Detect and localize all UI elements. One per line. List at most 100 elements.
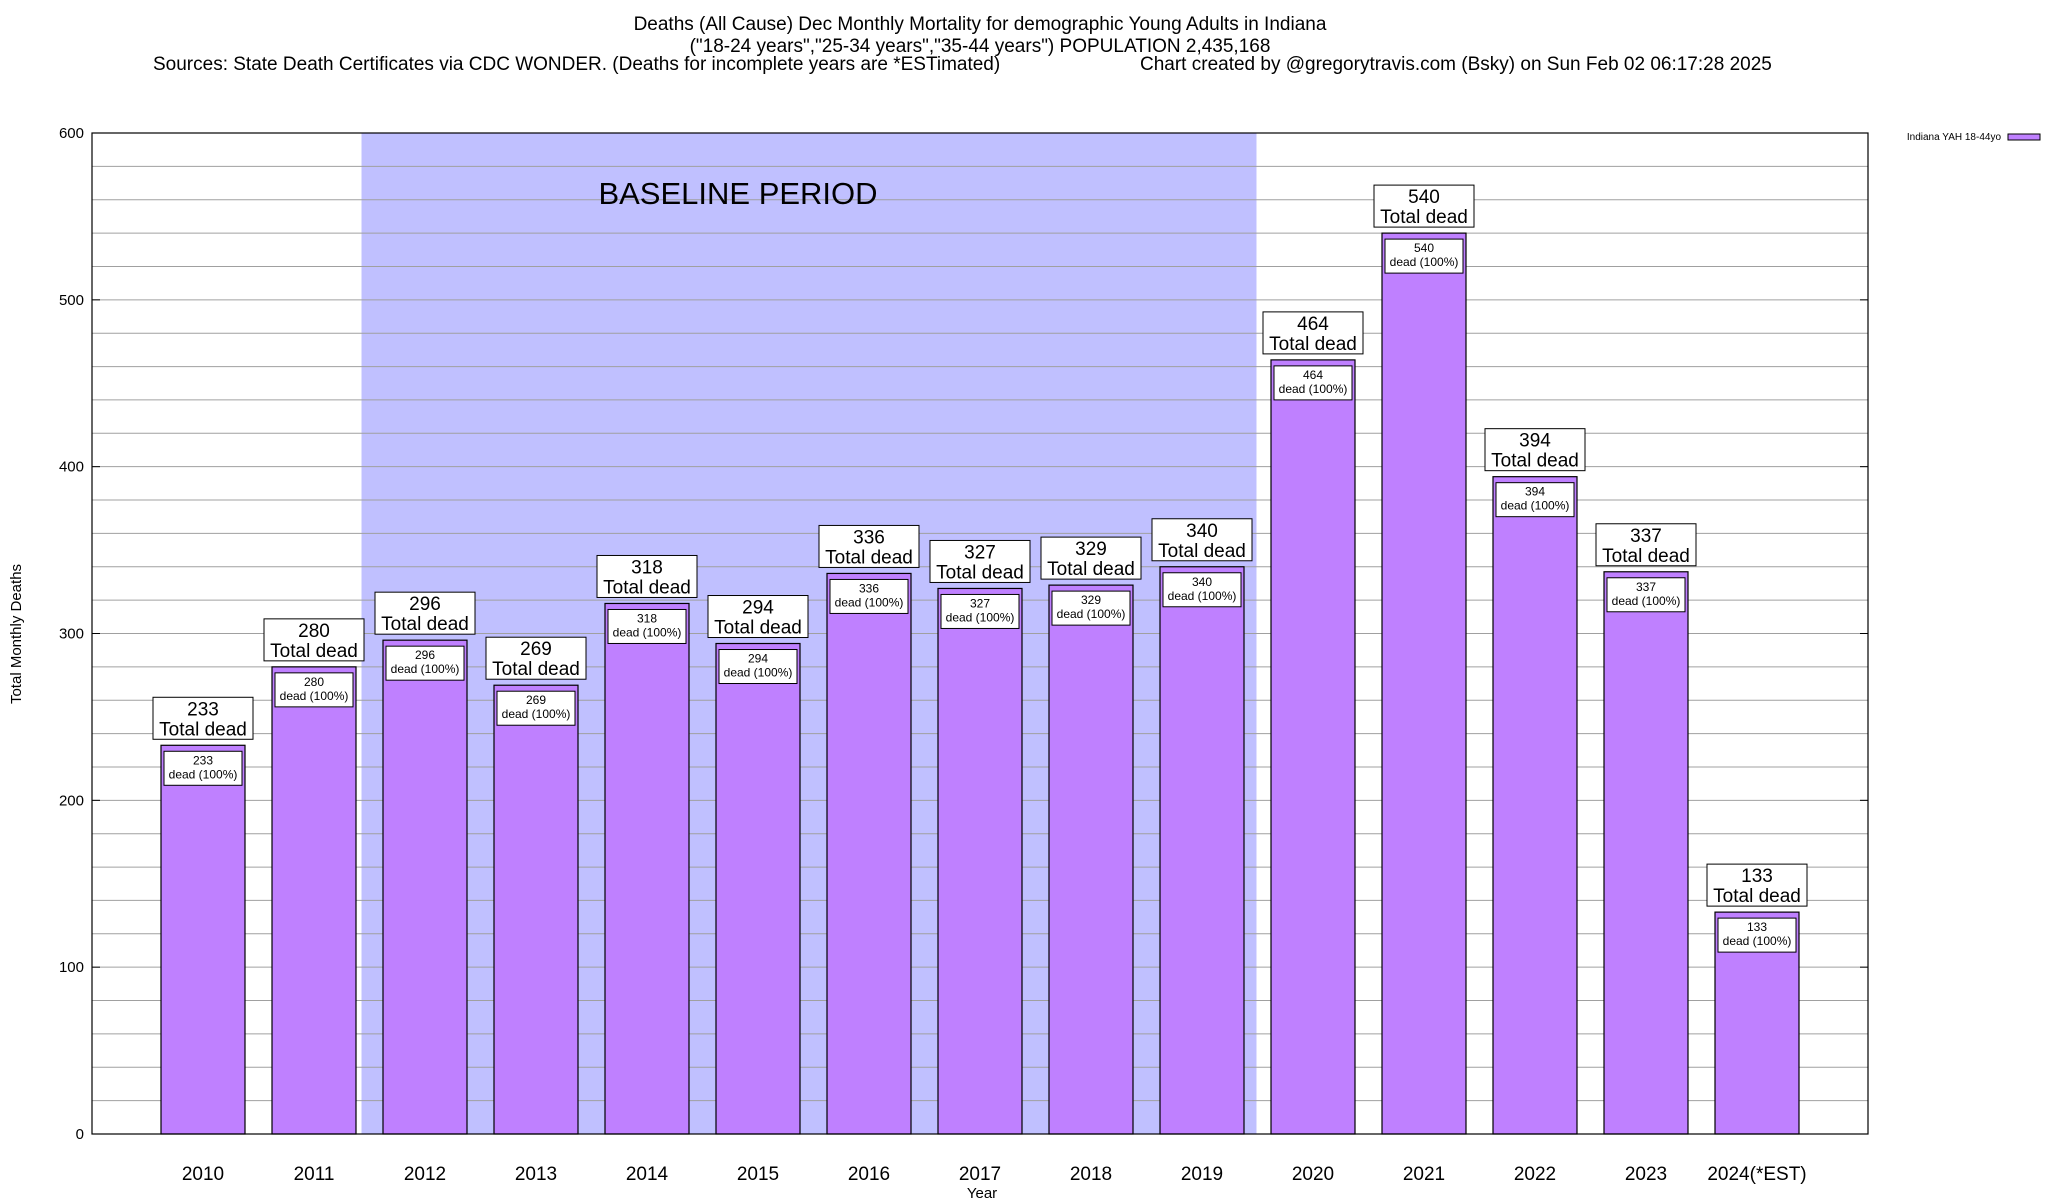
- total-label-box: [1706, 863, 1808, 907]
- bar: [493, 684, 579, 1135]
- inner-label-value: 294: [748, 652, 768, 666]
- inner-label-percent: dead (100%): [946, 610, 1015, 624]
- bar: [604, 602, 690, 1135]
- inner-label-value: 337: [1636, 580, 1656, 594]
- bar: [160, 744, 246, 1135]
- total-label-value: 340: [1186, 521, 1218, 542]
- inner-label-box: [385, 645, 465, 681]
- total-label-value: 296: [409, 594, 441, 615]
- total-label-text: Total dead: [936, 562, 1024, 583]
- total-label-box: [263, 618, 365, 662]
- x-tick-label: 2010: [182, 1164, 224, 1185]
- inner-label-percent: dead (100%): [502, 707, 571, 721]
- total-label-value: 329: [1075, 539, 1107, 560]
- inner-label-value: 336: [859, 581, 879, 595]
- inner-label-box: [1717, 917, 1797, 953]
- inner-label-value: 280: [304, 675, 324, 689]
- y-tick-label: 400: [59, 459, 84, 476]
- total-label-value: 233: [187, 699, 219, 720]
- total-label-text: Total dead: [381, 614, 469, 635]
- inner-label-box: [163, 750, 243, 786]
- inner-label-box: [1162, 572, 1242, 608]
- total-label-value: 337: [1630, 526, 1662, 547]
- y-tick-label: 600: [59, 125, 84, 142]
- total-label-box: [1484, 428, 1586, 472]
- inner-label-box: [829, 578, 909, 614]
- inner-label-percent: dead (100%): [835, 595, 904, 609]
- x-tick-label: 2011: [294, 1164, 335, 1185]
- total-label-box: [818, 524, 920, 568]
- inner-label-box: [1273, 365, 1353, 401]
- inner-label-box: [1051, 590, 1131, 626]
- inner-label-percent: dead (100%): [1501, 499, 1570, 513]
- total-label-text: Total dead: [714, 618, 802, 639]
- inner-label-box: [1606, 577, 1686, 613]
- bar: [271, 666, 357, 1135]
- total-label-box: [1151, 518, 1253, 562]
- chart-title: Deaths (All Cause) Dec Monthly Mortality…: [633, 14, 1327, 35]
- total-label-text: Total dead: [492, 659, 580, 680]
- inner-label-box: [940, 593, 1020, 629]
- x-tick-label: 2018: [1070, 1164, 1112, 1185]
- bar: [937, 587, 1023, 1135]
- inner-label-box: [607, 608, 687, 644]
- x-tick-label: 2023: [1625, 1164, 1667, 1185]
- total-label-value: 294: [742, 598, 774, 619]
- inner-label-box: [496, 690, 576, 726]
- total-label-value: 327: [964, 542, 996, 563]
- inner-label-value: 318: [637, 611, 657, 625]
- y-axis-label: Total Monthly Deaths: [8, 564, 25, 704]
- total-label-box: [485, 636, 587, 680]
- total-label-box: [1595, 523, 1697, 567]
- total-label-text: Total dead: [1269, 334, 1357, 355]
- bar: [1270, 359, 1356, 1135]
- inner-label-value: 394: [1525, 485, 1545, 499]
- legend-label: Indiana YAH 18-44yo: [1907, 132, 2002, 143]
- baseline-period-label: BASELINE PERIOD: [598, 176, 877, 211]
- inner-label-box: [274, 672, 354, 708]
- inner-label-percent: dead (100%): [1279, 382, 1348, 396]
- inner-label-percent: dead (100%): [1723, 934, 1792, 948]
- x-tick-label: 2013: [515, 1164, 557, 1185]
- bar: [1492, 476, 1578, 1135]
- inner-label-box: [1384, 238, 1464, 274]
- total-label-box: [929, 539, 1031, 583]
- total-label-value: 336: [853, 527, 885, 548]
- bar: [1048, 584, 1134, 1135]
- chart-credit: Chart created by @gregorytravis.com (Bsk…: [1140, 54, 1772, 75]
- inner-label-value: 133: [1747, 920, 1767, 934]
- inner-label-box: [1495, 482, 1575, 518]
- total-label-text: Total dead: [270, 641, 358, 662]
- total-label-text: Total dead: [1047, 559, 1135, 580]
- inner-label-value: 329: [1081, 593, 1101, 607]
- chart-sources: Sources: State Death Certificates via CD…: [153, 54, 1001, 75]
- total-label-value: 280: [298, 621, 330, 642]
- x-tick-label: 2022: [1514, 1164, 1556, 1185]
- inner-label-percent: dead (100%): [1168, 589, 1237, 603]
- y-tick-label: 200: [59, 792, 84, 809]
- y-tick-label: 0: [76, 1126, 84, 1143]
- y-tick-label: 100: [59, 959, 84, 976]
- inner-label-percent: dead (100%): [1390, 255, 1459, 269]
- total-label-value: 318: [631, 557, 663, 578]
- total-label-value: 540: [1408, 187, 1440, 208]
- chart-subtitle: ("18-24 years","25-34 years","35-44 year…: [689, 36, 1271, 57]
- total-label-text: Total dead: [1380, 207, 1468, 228]
- x-tick-label: 2020: [1292, 1164, 1334, 1185]
- total-label-box: [1262, 311, 1364, 355]
- total-label-value: 269: [520, 639, 552, 660]
- total-label-text: Total dead: [1713, 886, 1801, 907]
- total-label-box: [152, 696, 254, 740]
- legend-swatch: [2007, 133, 2041, 141]
- bar: [1159, 566, 1245, 1135]
- total-label-box: [374, 591, 476, 635]
- total-label-text: Total dead: [603, 577, 691, 598]
- inner-label-percent: dead (100%): [391, 662, 460, 676]
- total-label-box: [707, 595, 809, 639]
- total-label-text: Total dead: [1158, 541, 1246, 562]
- bar: [382, 639, 468, 1135]
- inner-label-value: 540: [1414, 241, 1434, 255]
- x-axis-label: Year: [967, 1185, 997, 1200]
- inner-label-value: 327: [970, 596, 990, 610]
- y-tick-label: 500: [59, 292, 84, 309]
